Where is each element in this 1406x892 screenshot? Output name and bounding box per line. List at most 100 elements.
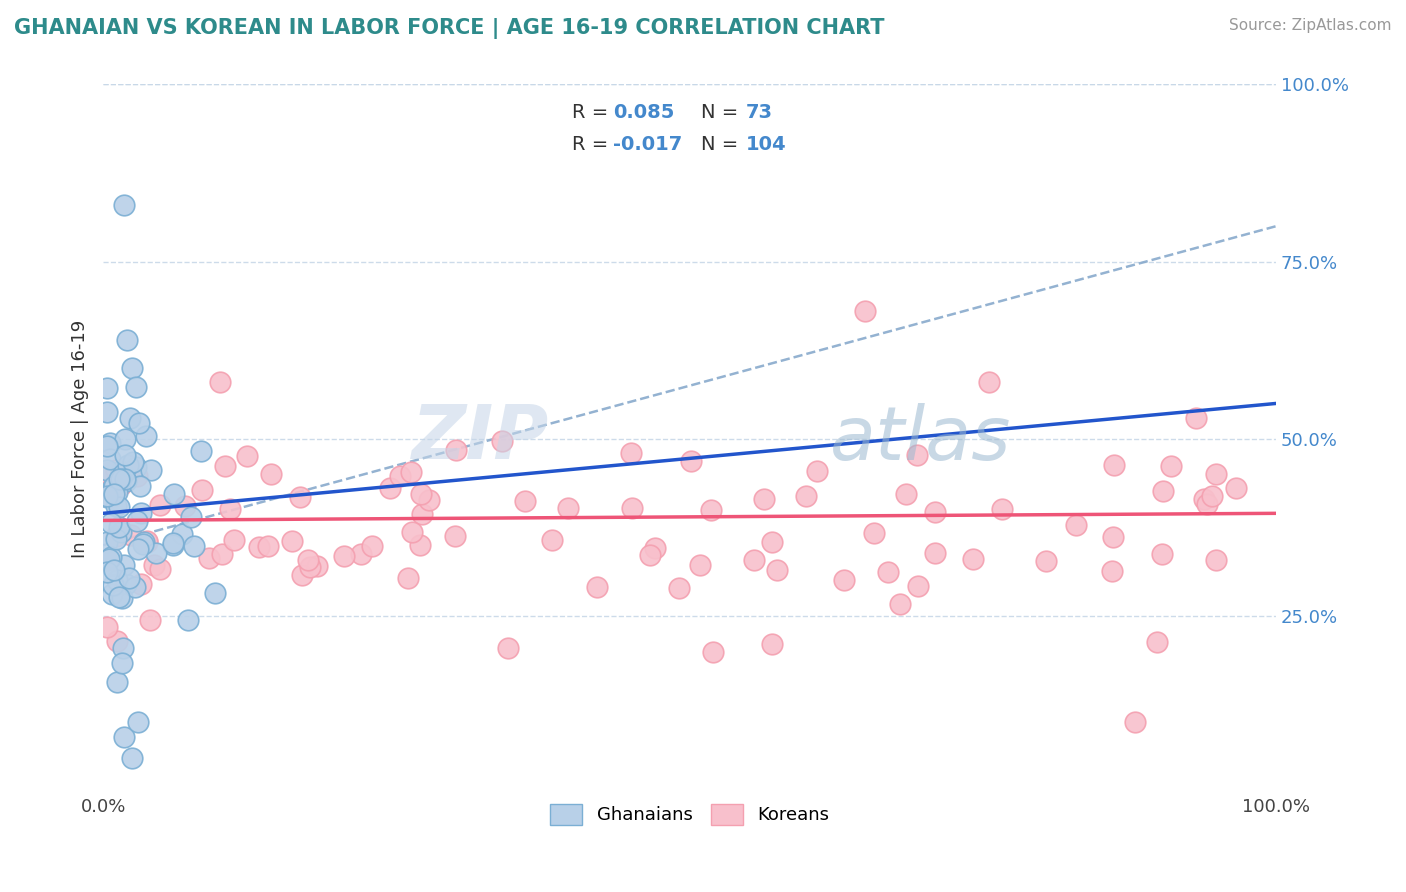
Point <box>122 464 145 478</box>
Point <box>129 478 152 492</box>
Text: R =: R = <box>572 103 614 122</box>
Point <box>124 581 146 595</box>
Point <box>744 553 766 567</box>
Text: 0.085: 0.085 <box>613 103 675 122</box>
Point <box>174 500 197 514</box>
Point <box>114 432 136 446</box>
Point <box>96 467 118 481</box>
Point <box>1205 467 1227 481</box>
Point <box>361 539 384 553</box>
Point <box>96 439 118 453</box>
Point <box>96 489 118 503</box>
Point <box>620 446 643 460</box>
Point <box>620 501 643 516</box>
Point <box>170 526 193 541</box>
Point <box>132 535 155 549</box>
Point <box>515 494 537 508</box>
Point <box>108 519 131 533</box>
Point <box>162 538 184 552</box>
Point <box>105 499 128 513</box>
Point <box>1197 497 1219 511</box>
Point <box>702 644 724 658</box>
Point <box>112 730 135 744</box>
Point <box>96 535 118 549</box>
Point <box>105 485 128 500</box>
Point <box>101 578 124 592</box>
Point <box>491 434 513 449</box>
Point <box>110 464 132 478</box>
Point <box>298 560 321 574</box>
Point <box>100 549 122 564</box>
Point <box>977 375 1000 389</box>
Point <box>924 546 946 560</box>
Point <box>905 448 928 462</box>
Point <box>679 453 702 467</box>
Point <box>409 486 432 500</box>
Point <box>349 547 371 561</box>
Point <box>103 478 125 492</box>
Point <box>105 634 128 648</box>
Point <box>96 620 118 634</box>
Point <box>752 492 775 507</box>
Point <box>896 487 918 501</box>
Point <box>586 580 609 594</box>
Point <box>105 574 128 588</box>
Point <box>124 380 146 394</box>
Point <box>1104 458 1126 472</box>
Point <box>104 533 127 547</box>
Point <box>990 501 1012 516</box>
Point <box>125 459 148 474</box>
Point <box>907 579 929 593</box>
Point <box>143 558 166 573</box>
Text: Source: ZipAtlas.com: Source: ZipAtlas.com <box>1229 18 1392 33</box>
Point <box>180 510 202 524</box>
Point <box>108 590 131 604</box>
Point <box>222 533 245 548</box>
Text: atlas: atlas <box>831 403 1012 475</box>
Point <box>121 751 143 765</box>
Point <box>333 549 356 563</box>
Point <box>101 490 124 504</box>
Point <box>1152 484 1174 499</box>
Point <box>766 563 789 577</box>
Point <box>96 553 118 567</box>
Text: N =: N = <box>702 103 745 122</box>
Point <box>1146 635 1168 649</box>
Point <box>105 463 128 477</box>
Point <box>191 483 214 498</box>
Point <box>396 571 419 585</box>
Point <box>247 540 270 554</box>
Point <box>97 552 120 566</box>
Point <box>177 613 200 627</box>
Point <box>115 333 138 347</box>
Point <box>127 715 149 730</box>
Point <box>139 463 162 477</box>
Point <box>117 458 139 473</box>
Point <box>120 527 142 541</box>
Text: R =: R = <box>572 136 614 154</box>
Point <box>411 507 433 521</box>
Point <box>108 472 131 486</box>
Point <box>219 502 242 516</box>
Point <box>496 641 519 656</box>
Point <box>107 500 129 515</box>
Point <box>290 490 312 504</box>
Point <box>100 479 122 493</box>
Point <box>259 467 281 482</box>
Legend: Ghanaians, Koreans: Ghanaians, Koreans <box>540 795 838 834</box>
Point <box>110 478 132 492</box>
Point <box>129 506 152 520</box>
Text: N =: N = <box>702 136 745 154</box>
Point <box>197 550 219 565</box>
Point <box>644 541 666 555</box>
Point <box>557 501 579 516</box>
Point <box>862 526 884 541</box>
Point <box>136 534 159 549</box>
Text: GHANAIAN VS KOREAN IN LABOR FORCE | AGE 16-19 CORRELATION CHART: GHANAIAN VS KOREAN IN LABOR FORCE | AGE … <box>14 18 884 39</box>
Point <box>98 436 121 450</box>
Point <box>1150 547 1173 561</box>
Point <box>668 581 690 595</box>
Point <box>129 577 152 591</box>
Point <box>1123 715 1146 730</box>
Point <box>761 638 783 652</box>
